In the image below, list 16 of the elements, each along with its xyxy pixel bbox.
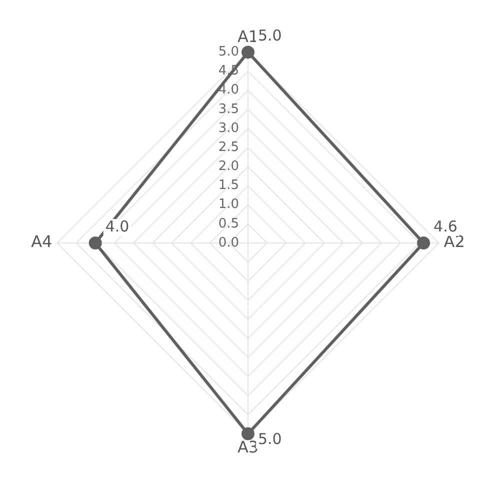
data-label: 4.6 bbox=[434, 217, 458, 236]
data-label: 5.0 bbox=[258, 430, 282, 448]
y-tick-label: 3.5 bbox=[218, 102, 239, 117]
y-tick-label: 1.0 bbox=[218, 197, 239, 212]
spoke-label: A1 bbox=[237, 26, 259, 46]
y-tick-label: 4.0 bbox=[218, 82, 239, 98]
data-label: 4.0 bbox=[105, 217, 130, 236]
data-label: 5.0 bbox=[258, 26, 282, 45]
spoke-label: A4 bbox=[31, 232, 52, 252]
y-tick-label: 2.5 bbox=[218, 140, 239, 155]
y-tick-label: 1.5 bbox=[218, 178, 239, 194]
y-tick-label: 0.5 bbox=[218, 216, 239, 232]
y-tick-label: 3.0 bbox=[218, 120, 239, 136]
y-tick-label: 0.0 bbox=[218, 235, 239, 250]
y-tick-label: 2.0 bbox=[218, 159, 239, 174]
y-tick-label: 5.0 bbox=[218, 44, 239, 60]
